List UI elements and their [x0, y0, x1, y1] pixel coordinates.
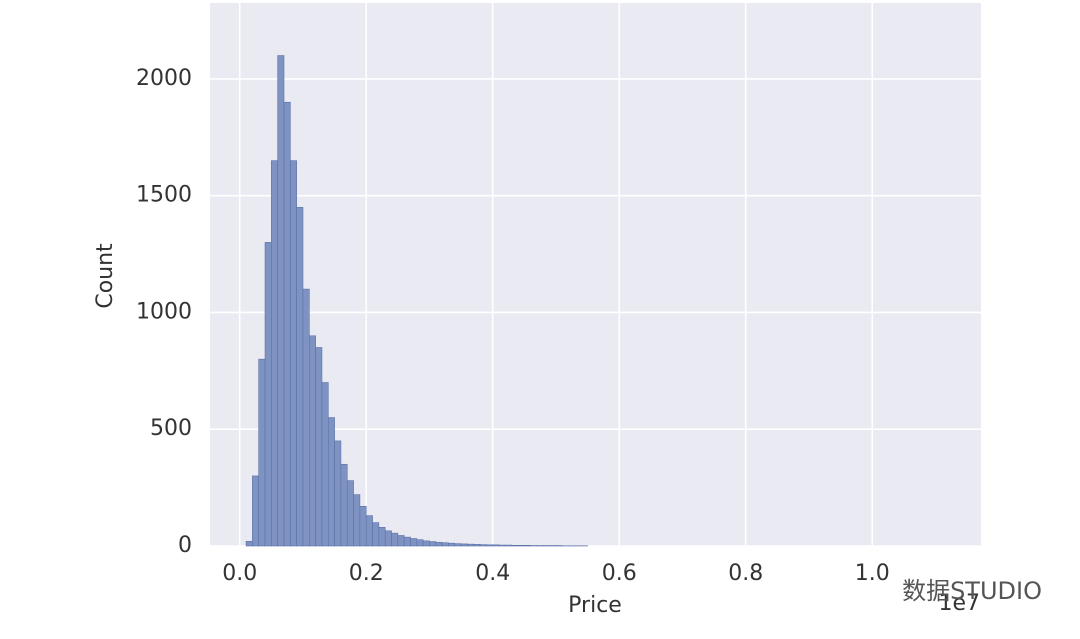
- y-tick-label: 2000: [136, 66, 192, 91]
- bar: [422, 540, 430, 547]
- x-tick-label: 0.0: [222, 561, 257, 586]
- bar: [505, 544, 512, 547]
- bar: [264, 242, 272, 547]
- offset-text: 1e7: [938, 591, 980, 616]
- bar: [277, 55, 285, 547]
- bar: [346, 480, 354, 547]
- bar: [467, 543, 475, 547]
- bar: [296, 207, 304, 547]
- bar: [391, 532, 399, 547]
- bar: [410, 538, 418, 547]
- bar: [315, 347, 323, 547]
- y-tick-label: 1000: [136, 299, 192, 324]
- bar: [334, 440, 342, 547]
- bar: [448, 542, 456, 547]
- bar: [524, 544, 531, 547]
- x-tick-label: 0.4: [475, 561, 510, 586]
- bar: [365, 515, 373, 547]
- y-tick-label: 500: [150, 416, 192, 441]
- bar: [283, 101, 291, 547]
- y-tick-label: 1500: [136, 183, 192, 208]
- bar: [353, 494, 361, 547]
- watermark: 数据STUDIO: [902, 577, 1042, 605]
- bar: [252, 475, 260, 547]
- bar: [271, 160, 278, 547]
- bar: [378, 527, 386, 547]
- bar: [460, 543, 468, 547]
- bar: [403, 536, 411, 547]
- x-tick-label: 1.0: [855, 561, 890, 586]
- y-axis-label: Count: [93, 243, 118, 309]
- bar: [429, 541, 437, 547]
- bar: [435, 541, 443, 547]
- bar: [479, 544, 487, 547]
- bar: [359, 505, 367, 547]
- bar: [492, 544, 500, 547]
- bar: [397, 535, 405, 547]
- bar: [517, 544, 525, 547]
- y-tick-label: 0: [178, 533, 192, 558]
- x-axis-label: Price: [568, 593, 622, 618]
- bar: [258, 358, 266, 547]
- bar: [498, 544, 506, 547]
- bar: [454, 543, 462, 547]
- bar: [321, 382, 329, 547]
- bar: [511, 544, 519, 547]
- bar: [372, 522, 380, 547]
- x-tick-label: 0.8: [728, 561, 763, 586]
- bar: [290, 160, 297, 547]
- bar: [441, 542, 449, 547]
- bar: [302, 288, 310, 547]
- bar: [340, 463, 348, 547]
- x-tick-label: 0.2: [349, 561, 384, 586]
- x-tick-label: 0.6: [602, 561, 637, 586]
- bar: [309, 335, 316, 547]
- bar: [473, 544, 481, 547]
- bar: [245, 541, 253, 547]
- bar: [486, 544, 494, 547]
- bar: [327, 417, 335, 547]
- bar: [416, 539, 424, 547]
- bar: [384, 530, 392, 547]
